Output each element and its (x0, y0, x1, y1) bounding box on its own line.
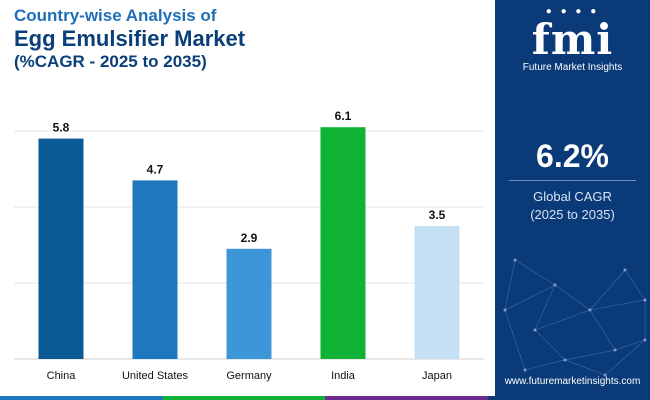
bar-germany (226, 248, 272, 359)
global-cagr-value: 6.2% (536, 138, 609, 174)
kpi-divider (509, 180, 636, 181)
data-label: 5.8 (53, 121, 70, 135)
bar-china (38, 138, 84, 359)
title-line-1: Country-wise Analysis of (14, 6, 217, 25)
bar-india (320, 127, 366, 359)
title-line-3: (%CAGR - 2025 to 2035) (14, 52, 207, 71)
footer-color-bar (0, 396, 650, 400)
data-label: 3.5 (429, 208, 446, 222)
bar-united-states (132, 180, 178, 359)
x-tick-label: United States (122, 370, 189, 382)
chart-title: Country-wise Analysis of Egg Emulsifier … (14, 6, 245, 72)
data-label: 4.7 (147, 162, 164, 176)
x-tick-label: Japan (422, 370, 452, 382)
website-url[interactable]: www.futuremarketinsights.com (504, 376, 641, 387)
bar-japan (414, 226, 460, 359)
logo-mark: fmi (531, 15, 614, 64)
fmi-logo: ● ● ● ● fmi Future Market Insights (495, 6, 650, 73)
side-panel: ● ● ● ● fmi Future Market Insights 6.2% … (495, 0, 650, 400)
x-tick-label: Germany (226, 370, 272, 382)
bar-chart: 5.8 China 4.7 United States 2.9 Germany 6.1 Ind… (14, 109, 484, 382)
x-tick-label: India (331, 370, 356, 382)
data-label: 6.1 (335, 109, 352, 123)
data-label: 2.9 (241, 231, 258, 245)
footer-segment (325, 396, 488, 400)
kpi-label-line-1: Global CAGR (533, 189, 612, 204)
footer-segment (487, 396, 650, 400)
logo-icons: ● ● ● ● (545, 6, 600, 17)
x-tick-label: China (47, 370, 77, 382)
global-cagr-label: Global CAGR (2025 to 2035) (495, 188, 650, 224)
kpi-label-line-2: (2025 to 2035) (530, 207, 615, 222)
title-line-2: Egg Emulsifier Market (14, 26, 246, 51)
logo-subtitle: Future Market Insights (522, 62, 623, 73)
network-graphic (503, 258, 647, 377)
footer-segment (162, 396, 325, 400)
footer-segment (0, 396, 163, 400)
